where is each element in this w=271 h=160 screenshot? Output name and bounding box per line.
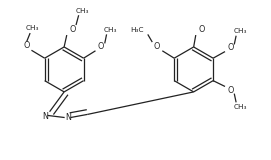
Text: CH₃: CH₃ [234, 104, 247, 110]
Text: O: O [227, 86, 234, 95]
Text: O: O [24, 41, 30, 50]
Text: CH₃: CH₃ [76, 8, 89, 14]
Text: O: O [227, 43, 234, 52]
Text: O: O [69, 25, 76, 34]
Text: O: O [98, 42, 104, 51]
Text: CH₃: CH₃ [234, 28, 247, 35]
Text: CH₃: CH₃ [104, 27, 118, 33]
Text: O: O [198, 25, 205, 34]
Text: CH₃: CH₃ [26, 25, 40, 31]
Text: N: N [65, 112, 71, 121]
Text: O: O [153, 42, 160, 51]
Text: H₃C: H₃C [130, 27, 143, 33]
Text: N: N [43, 112, 49, 121]
